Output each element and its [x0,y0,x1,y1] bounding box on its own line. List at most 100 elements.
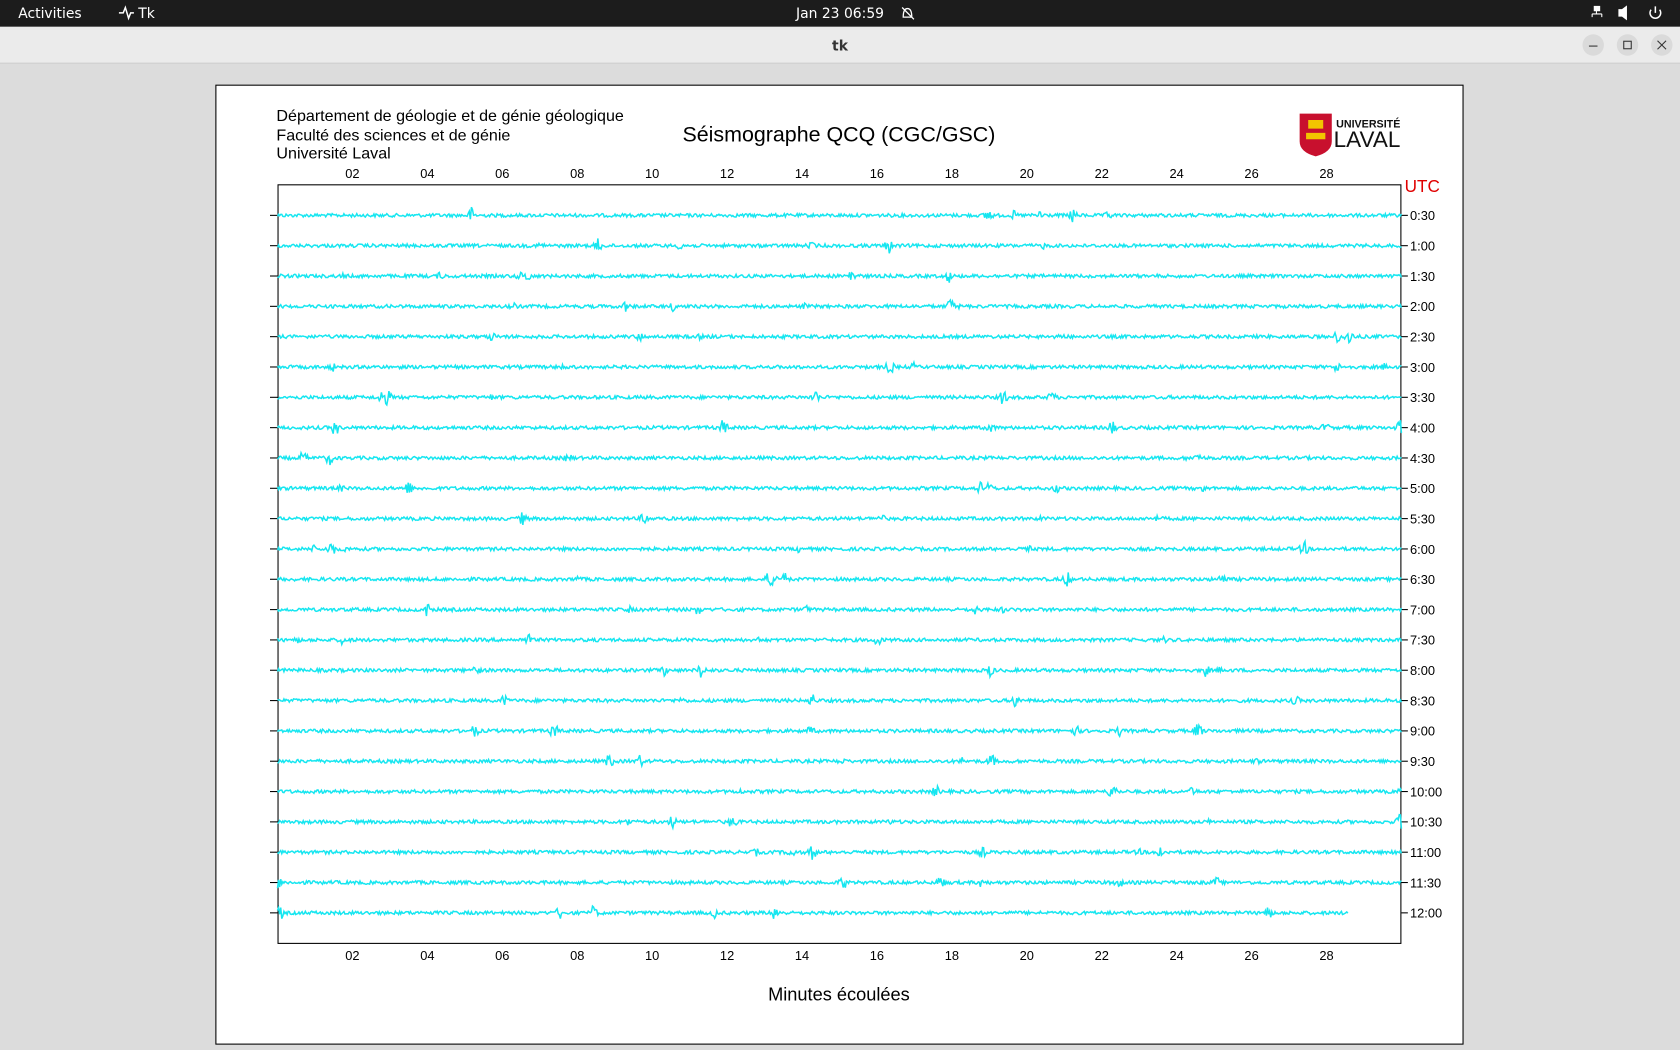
row-label: 4:30 [1410,451,1435,466]
top-bar [0,0,1680,27]
x-tick-label-top: 02 [345,166,359,181]
row-label: 9:00 [1410,724,1435,739]
trace [276,420,1403,434]
x-axis-label: Minutes écoulées [768,985,910,1005]
row-label: 2:30 [1410,329,1435,344]
title-bar [0,26,1680,64]
header-line: Département de géologie et de génie géol… [276,107,623,125]
trace [276,450,1402,466]
row-label: 9:30 [1410,754,1435,769]
header-line: Université Laval [276,145,390,163]
app-menu[interactable]: Tk [137,6,155,22]
trace [276,480,1402,495]
volume-icon [1618,5,1627,21]
x-tick-label-bottom: 04 [420,948,434,963]
trace [276,359,1402,374]
trace [277,330,1403,345]
x-tick-label-top: 20 [1020,166,1034,181]
row-label: 11:30 [1410,875,1441,890]
x-tick-label-top: 28 [1319,166,1333,181]
row-label: 10:00 [1410,784,1442,799]
x-tick-label-bottom: 14 [795,948,809,963]
trace [276,538,1402,556]
row-label: 1:30 [1410,269,1435,284]
row-label: 7:00 [1410,602,1435,617]
app-icon [118,5,134,21]
x-tick-label-bottom: 28 [1319,948,1333,963]
x-tick-label-top: 16 [870,166,884,181]
row-label: 3:00 [1410,360,1435,375]
window-title: tk [832,38,849,54]
status-icons[interactable] [1591,5,1662,21]
row-label: 8:00 [1410,663,1435,678]
logo-shield-detail [1306,120,1326,140]
x-tick-label-top: 10 [645,166,659,181]
trace [276,206,1403,223]
trace [276,876,1402,889]
trace [277,270,1403,283]
row-label: 4:00 [1410,420,1435,435]
x-tick-label-top: 08 [570,166,584,181]
trace [276,846,1403,860]
row-label: 6:00 [1410,542,1435,557]
plot: 02 02 04 04 06 06 08 08 10 10 12 12 14 14 16 16 18 18 20 20… [270,166,1442,963]
notification-icon [901,7,915,20]
x-tick-label-bottom: 02 [345,948,359,963]
maximize-glyph [1623,40,1632,50]
row-label: 7:30 [1410,633,1435,648]
x-tick-label-bottom: 10 [645,948,659,963]
network-icon [1593,5,1601,12]
canvas [215,84,1464,1045]
x-tick-label-top: 26 [1244,166,1258,181]
x-tick-label-bottom: 18 [945,948,959,963]
x-tick-label-top: 06 [495,166,509,181]
x-tick-label-bottom: 20 [1020,948,1034,963]
logo-text: LAVAL [1334,127,1401,152]
trace [276,783,1403,797]
plot-frame [277,184,1402,944]
logo: UNIVERSITÉ LAVAL [1299,113,1401,157]
trace [276,238,1402,254]
row-label: 12:00 [1410,906,1442,921]
x-tick-label-bottom: 16 [870,948,884,963]
close-glyph [1657,40,1667,50]
trace [277,813,1403,831]
row-label: 3:30 [1410,390,1435,405]
x-tick-label-bottom: 26 [1244,948,1258,963]
x-tick-label-bottom: 06 [495,948,509,963]
x-tick-label-top: 12 [720,166,734,181]
x-tick-label-bottom: 24 [1169,948,1183,963]
trace [276,722,1403,739]
network-lines [1591,10,1603,18]
x-tick-label-bottom: 22 [1095,948,1109,963]
clock[interactable]: Jan 23 06:59 [795,6,884,22]
maximize-button[interactable] [1616,34,1639,56]
header-line: Faculté des sciences et de génie [276,126,510,144]
x-tick-label-top: 22 [1095,166,1109,181]
activities[interactable]: Activities [18,6,81,22]
row-label: 10:30 [1410,815,1442,830]
power-icon [1649,6,1662,19]
row-label: 1:00 [1410,239,1435,254]
x-tick-label-top: 24 [1169,166,1183,181]
trace [277,753,1402,769]
row-label: 6:30 [1410,572,1435,587]
trace [276,904,1349,921]
logo-text: UNIVERSITÉ [1336,117,1400,130]
trace [276,603,1403,617]
row-label: 2:00 [1410,299,1435,314]
trace [276,572,1402,587]
x-tick-label-bottom: 12 [720,948,734,963]
x-tick-label-top: 14 [795,166,809,181]
trace [277,390,1402,407]
trace [277,693,1403,708]
x-tick-label-top: 04 [420,166,434,181]
utc-label: UTC [1405,176,1440,196]
row-label: 0:30 [1410,208,1435,223]
trace [276,633,1403,647]
minimize-button[interactable] [1582,34,1604,56]
trace [276,664,1403,680]
trace [276,298,1403,313]
